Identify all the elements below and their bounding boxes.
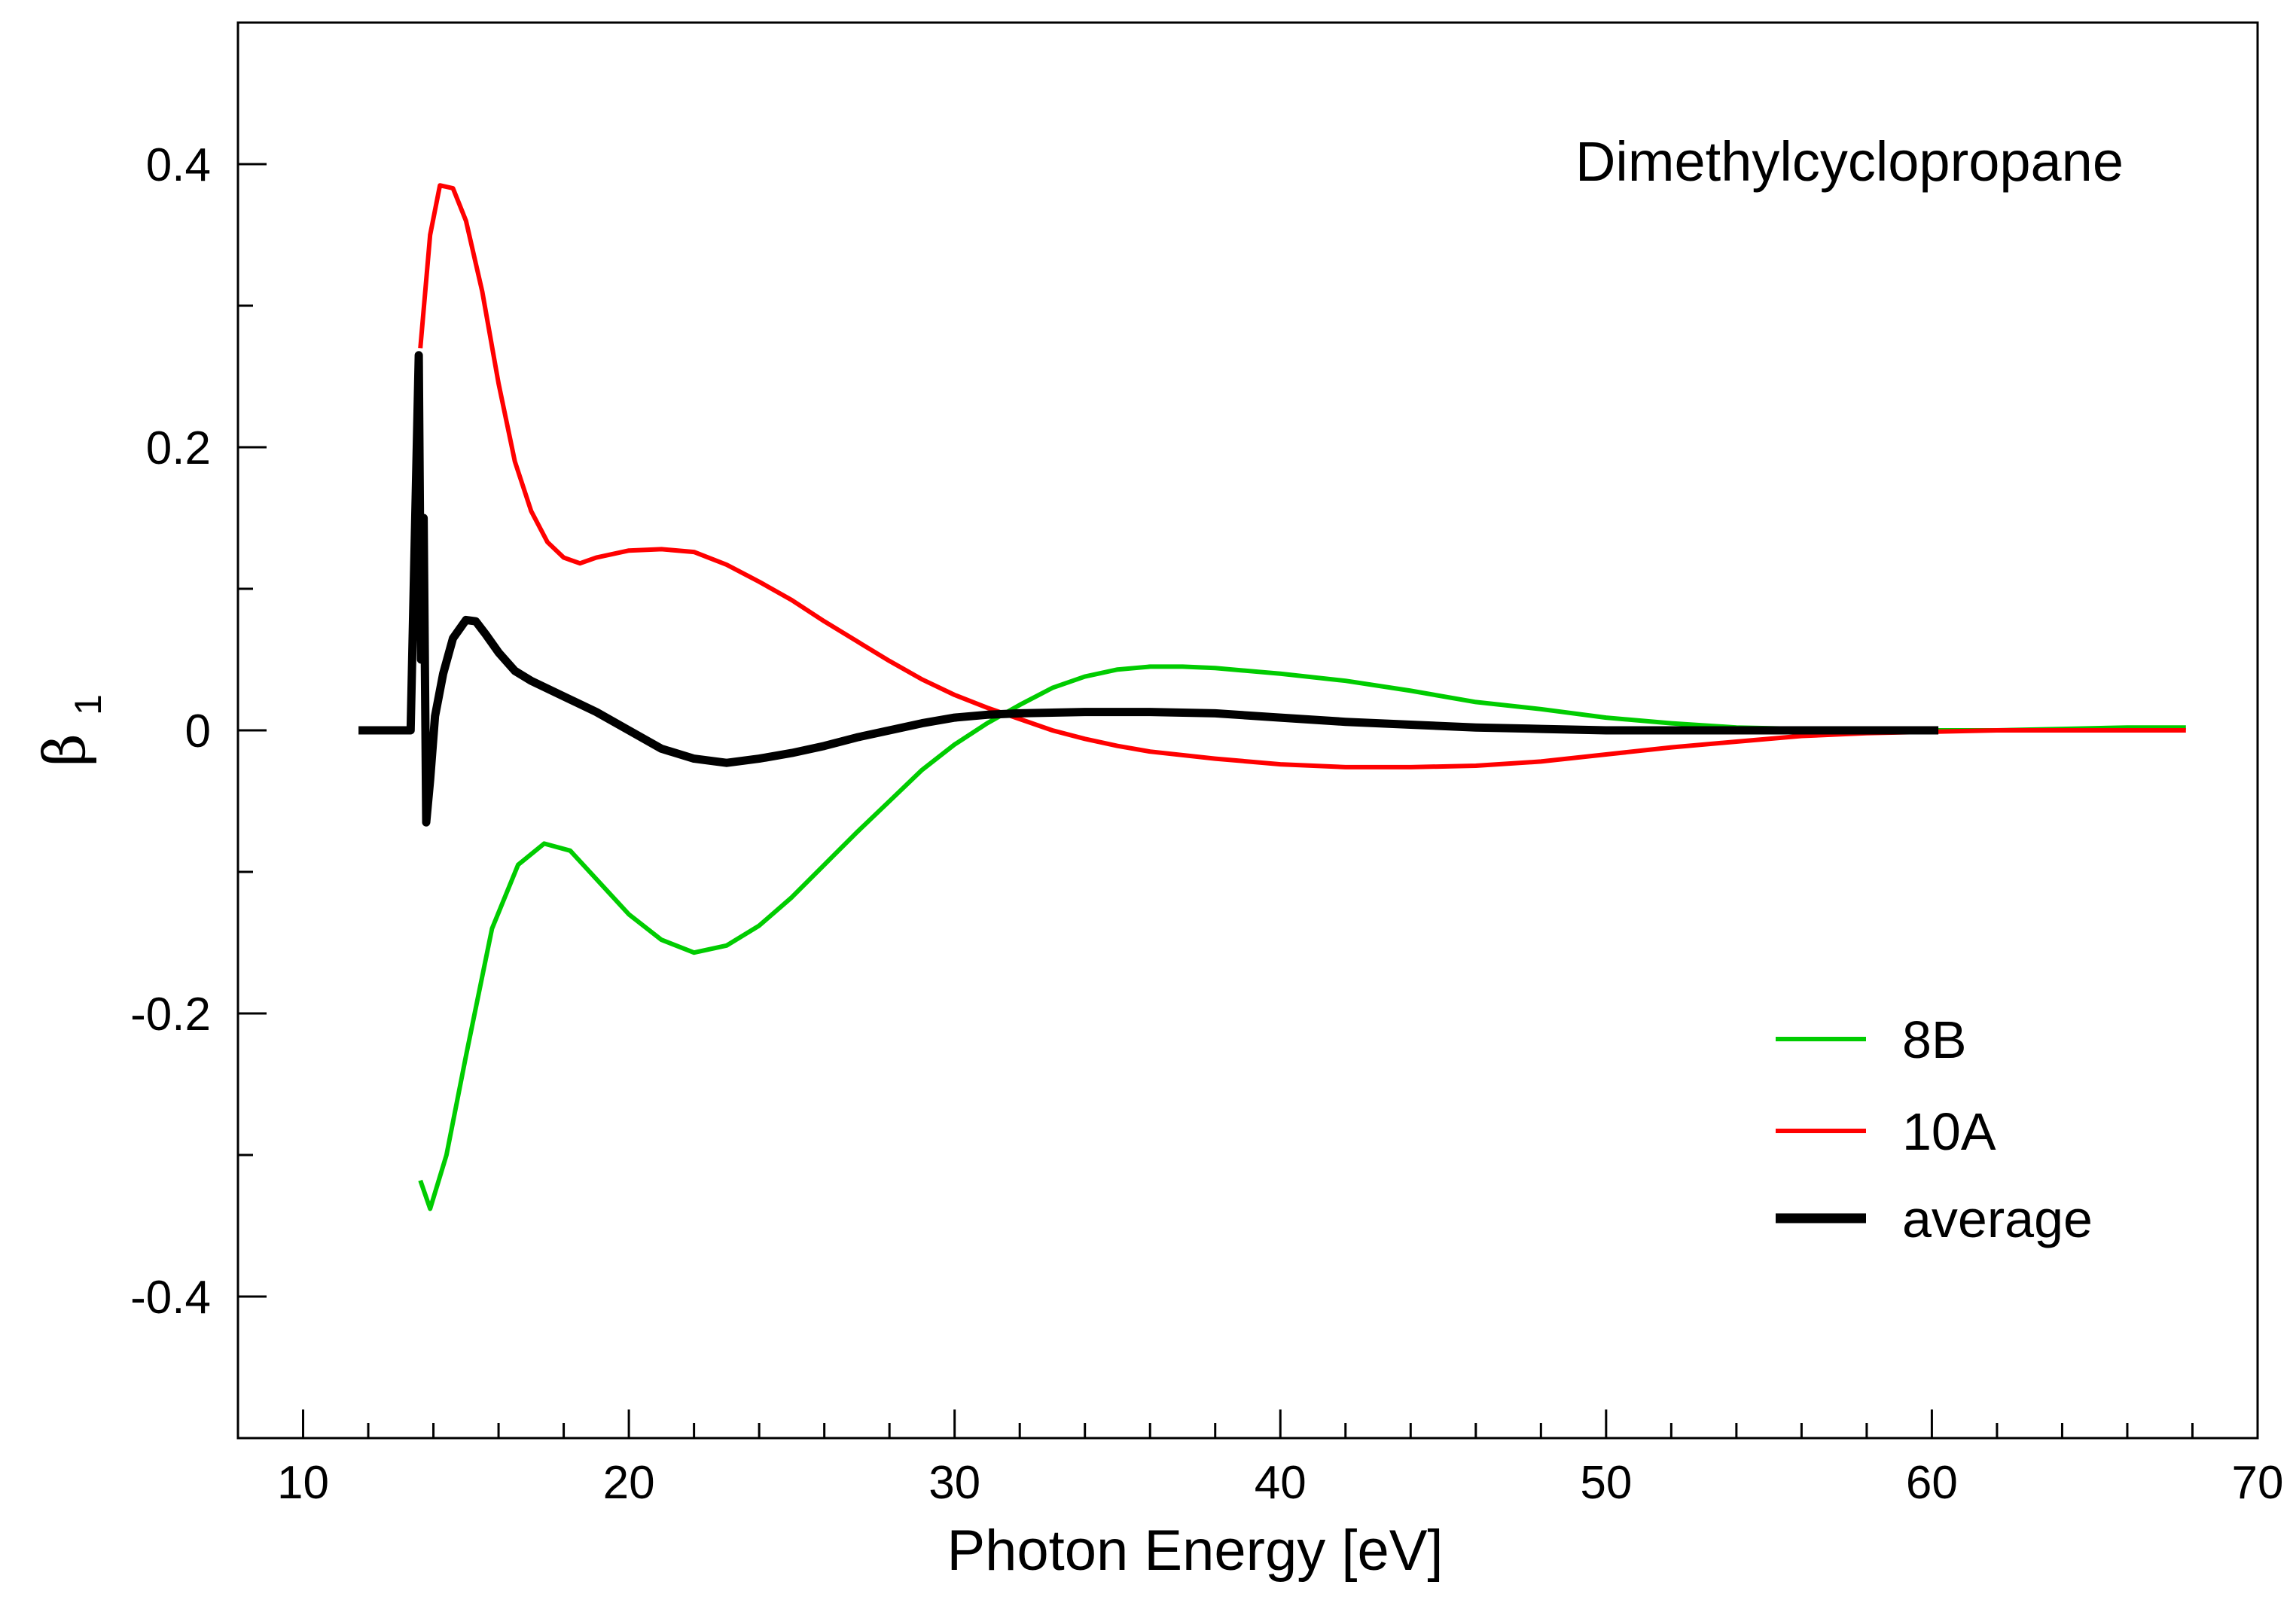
legend-label-8b: 8B xyxy=(1902,1010,1967,1069)
series-line-average xyxy=(358,351,1939,827)
y-axis-title-symbol: β xyxy=(31,733,98,766)
x-axis-title: Photon Energy [eV] xyxy=(947,1519,1443,1583)
series-line-10a xyxy=(418,183,2186,769)
x-tick-label: 10 xyxy=(277,1457,329,1509)
x-tick-label: 70 xyxy=(2232,1457,2284,1509)
legend: 8B 10A average xyxy=(1776,1010,2093,1248)
y-axis-title: β 1 xyxy=(31,694,109,766)
x-tick-label: 50 xyxy=(1580,1457,1632,1509)
x-tick-label: 30 xyxy=(928,1457,980,1509)
y-tick-label: -0.4 xyxy=(130,1272,211,1324)
svg-text:β 1: β 1 xyxy=(31,694,109,766)
x-tick-label: 60 xyxy=(1906,1457,1958,1509)
series-layer xyxy=(358,183,2186,1211)
legend-label-10a: 10A xyxy=(1902,1102,1996,1161)
annotation-label: Dimethylcyclopropane xyxy=(1575,130,2124,193)
x-tick-label: 20 xyxy=(603,1457,655,1509)
y-tick-label: 0.2 xyxy=(146,422,211,474)
y-tick-label: 0.4 xyxy=(146,139,211,191)
y-axis-ticks: -0.4 -0.2 0 0.2 0.4 xyxy=(130,139,267,1324)
y-axis-title-subscript: 1 xyxy=(67,694,109,715)
x-tick-label: 40 xyxy=(1255,1457,1307,1509)
y-tick-label: 0 xyxy=(185,705,211,757)
legend-label-average: average xyxy=(1902,1190,2093,1248)
y-tick-label: -0.2 xyxy=(130,989,211,1041)
x-axis-ticks: 10 20 30 40 50 60 70 xyxy=(236,1409,2284,1509)
